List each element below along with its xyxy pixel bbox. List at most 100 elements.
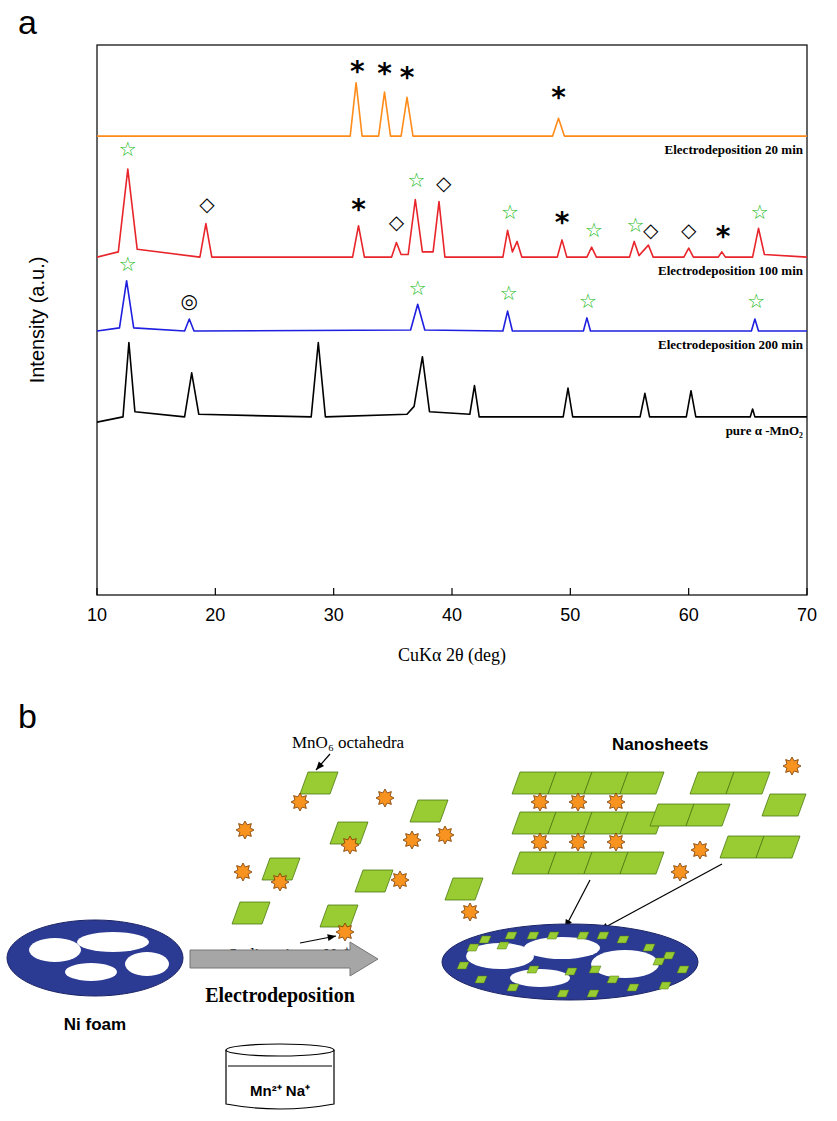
mno6-octahedron <box>355 870 393 892</box>
panel-letter: b <box>18 697 37 735</box>
diagram-label: Electrodeposition <box>205 984 355 1007</box>
deposited-nanosheet <box>557 990 569 997</box>
foam-pore <box>466 943 534 969</box>
xrd-trace <box>97 343 807 423</box>
deposited-nanosheet <box>475 976 487 983</box>
sodium-ion <box>783 757 801 775</box>
traces <box>97 83 807 422</box>
mno6-octahedron <box>756 836 800 858</box>
sodium-ion <box>607 793 625 811</box>
deposited-nanosheet <box>505 932 517 939</box>
y-axis-title: Intensity (a.u.) <box>26 257 48 384</box>
sodium-ion <box>461 903 479 921</box>
phase-marker: ☆ <box>626 213 644 237</box>
phase-marker: ◇ <box>681 218 697 242</box>
x-tick-label: 50 <box>560 605 580 625</box>
phase-marker: * <box>377 57 392 90</box>
deposited-nanosheet <box>589 966 601 973</box>
phase-marker: ☆ <box>585 218 603 242</box>
x-tick <box>570 588 571 595</box>
mno6-octahedron <box>620 852 664 874</box>
ni-foam <box>7 920 183 996</box>
deposited-nanosheet <box>547 932 559 939</box>
mno6-octahedron <box>445 878 483 900</box>
solution-level <box>228 1066 332 1067</box>
mno6-octahedron <box>726 772 770 794</box>
sodium-ion <box>271 873 289 891</box>
phase-marker: * <box>400 61 415 94</box>
sodium-ion <box>403 831 421 849</box>
sodium-ion <box>671 863 689 881</box>
phase-marker: ◇ <box>436 171 452 195</box>
sodium-ion <box>569 833 587 851</box>
xrd-trace <box>97 169 807 257</box>
x-tick-label: 10 <box>87 605 107 625</box>
x-tick-label: 40 <box>442 605 462 625</box>
deposited-nanosheet <box>527 932 539 939</box>
panel-letter: a <box>18 3 37 41</box>
deposited-nanosheet <box>577 932 589 939</box>
x-tick <box>96 588 97 595</box>
process-arrow <box>190 942 378 976</box>
deposited-nanosheet <box>617 936 629 943</box>
sodium-ion <box>336 923 354 941</box>
phase-marker: * <box>716 220 731 253</box>
sodium-ion <box>234 863 252 881</box>
x-tick <box>215 588 216 595</box>
phase-marker: ☆ <box>119 252 137 276</box>
phase-marker: * <box>551 81 566 114</box>
phase-marker: ◎ <box>181 289 198 313</box>
x-tick-label: 60 <box>679 605 699 625</box>
phase-marker: ◇ <box>643 218 659 242</box>
x-tick <box>806 588 807 595</box>
deposited-nanosheet <box>643 944 655 951</box>
deposited-nanosheet <box>467 944 479 951</box>
phase-marker: ☆ <box>500 281 518 305</box>
mno6-octahedron <box>762 794 806 816</box>
diagram-label: Ni foam <box>64 1015 126 1034</box>
series-label: Electrodeposition 20 min <box>665 142 804 157</box>
foam-pore <box>29 938 81 962</box>
foam-pore <box>125 952 169 976</box>
diagram-label: Nanosheets <box>612 735 708 754</box>
schematic: MnO₆ octahedraSodium ion：Na⁺NanosheetsNi… <box>7 733 806 1109</box>
phase-marker: * <box>351 193 366 226</box>
deposited-nanosheet <box>597 932 609 939</box>
phase-marker: ☆ <box>751 200 769 224</box>
sodium-ion <box>531 833 549 851</box>
deposited-nanosheet <box>627 984 639 991</box>
x-tick-label: 20 <box>205 605 225 625</box>
beaker-rim <box>226 1044 334 1056</box>
phase-marker: ☆ <box>119 137 137 161</box>
sodium-ion <box>391 871 409 889</box>
phase-marker: * <box>350 55 365 88</box>
sodium-ion <box>607 833 625 851</box>
arrow-line <box>565 880 590 928</box>
mno6-octahedron <box>320 905 358 927</box>
deposited-nanosheet <box>677 966 689 973</box>
deposited-nanosheet <box>587 990 599 997</box>
arrow-head <box>327 934 336 941</box>
sodium-ion <box>436 826 454 844</box>
mno6-octahedron <box>686 804 730 826</box>
phase-marker: ☆ <box>747 289 765 313</box>
deposited-nanosheet <box>659 982 671 989</box>
deposited-nanosheet <box>497 942 509 949</box>
x-tick-label: 70 <box>797 605 817 625</box>
beaker <box>226 1050 334 1109</box>
figure: a Electrodeposition 20 min Electrodepositi… <box>0 0 837 1121</box>
x-axis-title: CuKα 2θ (deg) <box>398 645 506 666</box>
phase-marker: ☆ <box>408 168 426 192</box>
ni-foam <box>442 924 698 1000</box>
series-label: Electrodeposition 200 min <box>658 337 804 352</box>
series-label: Electrodeposition 100 min <box>658 263 804 278</box>
mno6-octahedron <box>410 800 448 822</box>
foam-pore <box>77 932 149 952</box>
foam-pore <box>591 950 659 978</box>
x-tick <box>333 588 334 595</box>
foam-pore <box>65 963 117 981</box>
arrow-head <box>316 761 324 770</box>
phase-marker: * <box>555 206 570 239</box>
mno6-octahedron <box>620 772 664 794</box>
deposited-nanosheet <box>607 976 619 983</box>
